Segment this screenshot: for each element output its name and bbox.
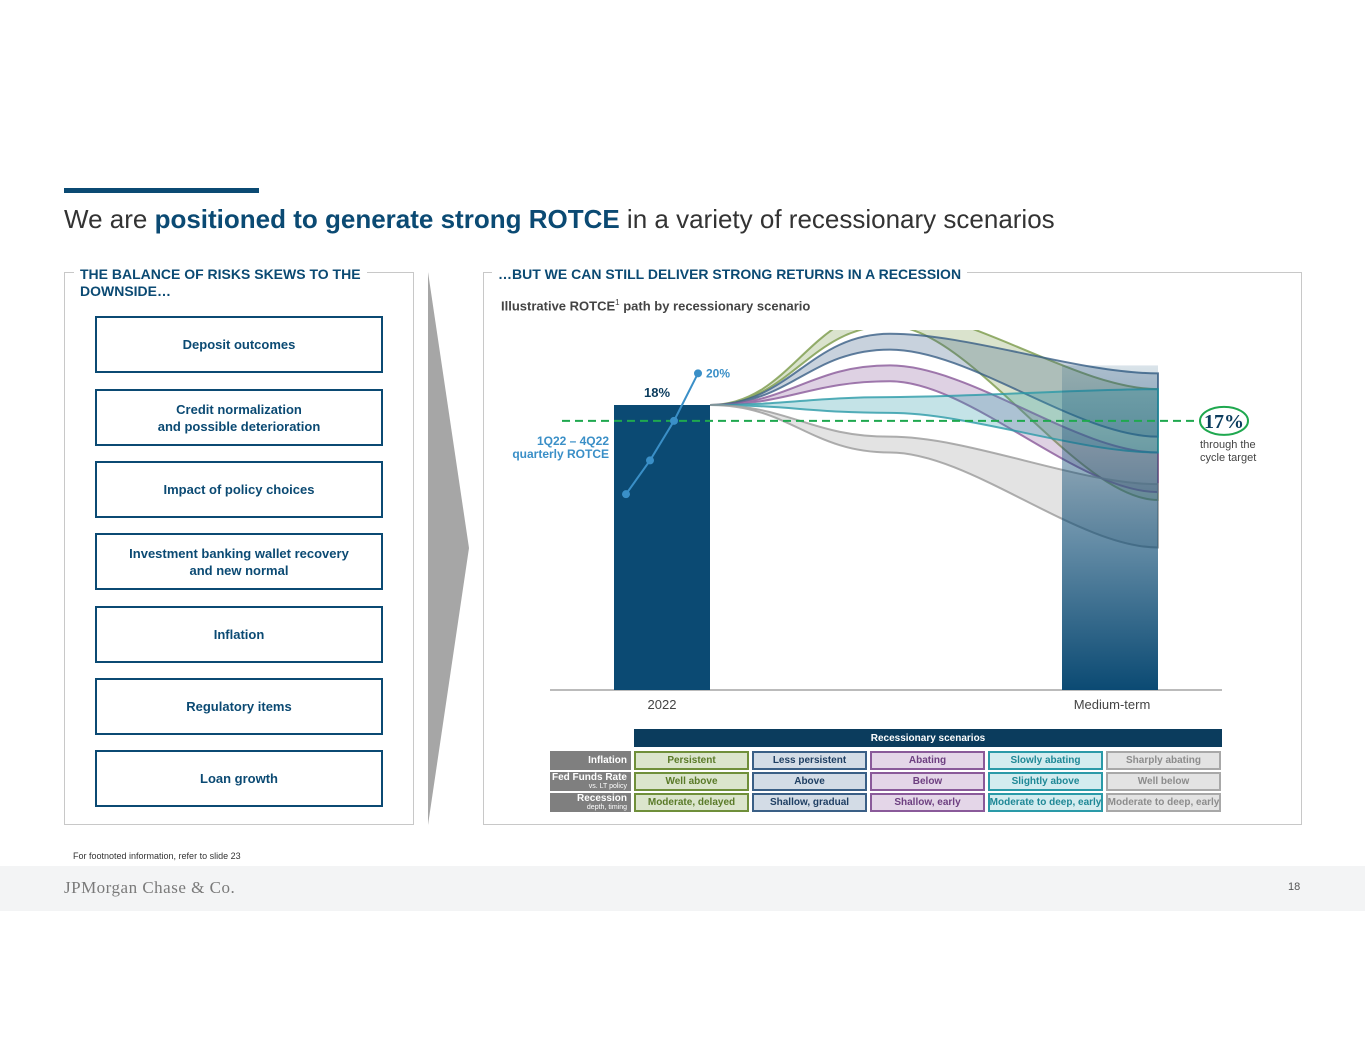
x-tick-label: Medium-term xyxy=(1074,697,1151,712)
target-note: through the xyxy=(1200,439,1256,451)
target-value-label: 17% xyxy=(1204,411,1244,433)
quarterly-point xyxy=(646,456,654,465)
target-note: cycle target xyxy=(1200,452,1256,464)
scenario-row-label: Inflation xyxy=(550,751,631,770)
scenario-cell: Moderate to deep, early xyxy=(1106,793,1221,812)
x-tick-label: 2022 xyxy=(648,697,677,712)
scenario-cell: Persistent xyxy=(634,751,749,770)
row-label-text: Inflation xyxy=(588,755,627,766)
risk-item-credit-normalization: Credit normalization and possible deterio… xyxy=(95,389,383,446)
bar-value-label: 18% xyxy=(644,385,670,400)
bar-medium-term xyxy=(1062,365,1158,690)
scenario-cell: Well above xyxy=(634,772,749,791)
scenario-cell: Abating xyxy=(870,751,985,770)
footnote: For footnoted information, refer to slid… xyxy=(73,851,241,861)
scenario-cell: Shallow, early xyxy=(870,793,985,812)
row-sublabel-text: depth, timing xyxy=(586,804,627,811)
quarterly-label: quarterly ROTCE xyxy=(512,447,609,461)
title-accent-bar xyxy=(64,188,259,193)
page-title: We are positioned to generate strong ROT… xyxy=(64,204,1055,234)
scenario-cell: Above xyxy=(752,772,867,791)
row-label-text: Fed Funds Rate xyxy=(551,772,627,783)
quarterly-point xyxy=(694,369,702,378)
scenario-cell: Less persistent xyxy=(752,751,867,770)
scenario-row-label: Fed Funds Rate vs. LT policy xyxy=(550,772,631,791)
scenario-cell: Below xyxy=(870,772,985,791)
chevron-arrow-icon xyxy=(428,272,469,825)
quarterly-point xyxy=(622,490,630,499)
scenario-cell: Moderate, delayed xyxy=(634,793,749,812)
chart-subtitle: Illustrative ROTCE1 path by recessionary… xyxy=(501,298,811,314)
row-sublabel-text: vs. LT policy xyxy=(588,783,627,790)
risk-item-ib-wallet: Investment banking wallet recovery and ne… xyxy=(95,533,383,590)
risk-item-policy-choices: Impact of policy choices xyxy=(95,461,383,518)
risk-item-inflation: Inflation xyxy=(95,606,383,663)
risk-item-deposit-outcomes: Deposit outcomes xyxy=(95,316,383,373)
scenario-cell: Slowly abating xyxy=(988,751,1103,770)
scenario-cell: Well below xyxy=(1106,772,1221,791)
scenario-cell: Slightly above xyxy=(988,772,1103,791)
quarterly-line xyxy=(625,372,699,495)
risk-item-loan-growth: Loan growth xyxy=(95,750,383,807)
company-logo: JPMorgan Chase & Co. xyxy=(64,878,236,897)
quarterly-point xyxy=(670,416,678,425)
scenario-row-label: Recession depth, timing xyxy=(550,793,631,812)
footer-bar xyxy=(0,866,1365,911)
target-badge xyxy=(1199,405,1249,436)
row-label-text: Recession xyxy=(576,793,627,804)
page-number: 18 xyxy=(1288,881,1301,893)
returns-panel-heading: …BUT WE CAN STILL DELIVER STRONG RETURNS… xyxy=(492,266,968,283)
scenario-cell: Shallow, gradual xyxy=(752,793,867,812)
scenario-cell: Sharply abating xyxy=(1106,751,1221,770)
scenario-table-header: Recessionary scenarios xyxy=(634,729,1222,747)
risk-item-regulatory: Regulatory items xyxy=(95,678,383,735)
quarterly-end-label: 20% xyxy=(706,366,730,380)
risks-panel-heading: THE BALANCE OF RISKS SKEWS TO THE DOWNSI… xyxy=(74,266,367,300)
scenario-cell: Moderate to deep, early xyxy=(988,793,1103,812)
quarterly-label: 1Q22 – 4Q22 xyxy=(537,434,609,448)
bar-2022 xyxy=(614,405,710,690)
